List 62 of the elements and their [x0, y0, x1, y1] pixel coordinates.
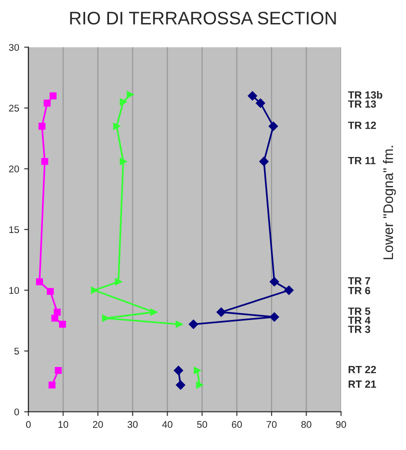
- x-tick-label: 70: [266, 421, 277, 428]
- text: TR 6: [348, 286, 370, 294]
- point: [188, 320, 198, 329]
- text: TR 7: [348, 277, 370, 284]
- point: [196, 382, 204, 388]
- point: [120, 98, 127, 106]
- text: TR 3: [348, 326, 370, 334]
- point: [150, 308, 158, 316]
- point: [51, 314, 58, 322]
- y-tick-label: 30: [8, 44, 20, 51]
- text: TR 12: [348, 122, 376, 129]
- point: [194, 366, 201, 374]
- point: [113, 122, 120, 130]
- point: [256, 98, 266, 108]
- point: [248, 91, 258, 100]
- point: [268, 122, 278, 131]
- point: [114, 278, 122, 286]
- x-tick-label: 80: [301, 421, 312, 428]
- point: [216, 307, 226, 317]
- x-tick-label: 50: [197, 421, 208, 428]
- point: [44, 100, 51, 107]
- point: [36, 278, 44, 286]
- x-tick-label: 20: [92, 421, 103, 428]
- x-tick-label: 90: [336, 421, 346, 428]
- point: [90, 286, 98, 294]
- x-tick-label: 60: [232, 421, 242, 428]
- x-tick-label: 30: [128, 421, 138, 428]
- point: [102, 314, 110, 322]
- text: RT 22: [348, 366, 376, 374]
- point: [54, 366, 62, 374]
- x-tick-label: 40: [162, 421, 172, 428]
- text: TR 13: [348, 100, 376, 108]
- y-tick-label: 0: [14, 408, 20, 416]
- y2-axis-title: Lower "Dogna" fm.: [382, 146, 396, 260]
- y-tick-label: 15: [9, 226, 19, 234]
- text: RT 21: [348, 380, 376, 388]
- point: [174, 366, 184, 376]
- text: TR 4: [348, 316, 370, 324]
- y-tick-label: 5: [14, 348, 19, 355]
- chart-title: RIO DI TERRAROSSA SECTION: [70, 12, 336, 25]
- point: [48, 382, 56, 388]
- y-tick-label: 25: [9, 104, 19, 112]
- point: [46, 288, 54, 295]
- point: [176, 380, 186, 390]
- point: [120, 158, 127, 165]
- text: TR 13b: [348, 90, 382, 99]
- point: [38, 122, 46, 130]
- point: [126, 91, 134, 98]
- point: [176, 320, 183, 328]
- point: [58, 320, 66, 328]
- y-tick-label: 10: [9, 286, 20, 294]
- y-tick-label: 20: [9, 165, 20, 172]
- point: [50, 92, 57, 100]
- point: [284, 286, 294, 295]
- point: [270, 277, 279, 286]
- x-tick-label: 0: [26, 421, 31, 428]
- point: [41, 158, 48, 165]
- text: TR 5: [348, 308, 370, 315]
- x-tick-label: 10: [58, 421, 68, 428]
- point: [259, 156, 269, 166]
- text: TR 11: [348, 156, 376, 164]
- point: [270, 312, 279, 322]
